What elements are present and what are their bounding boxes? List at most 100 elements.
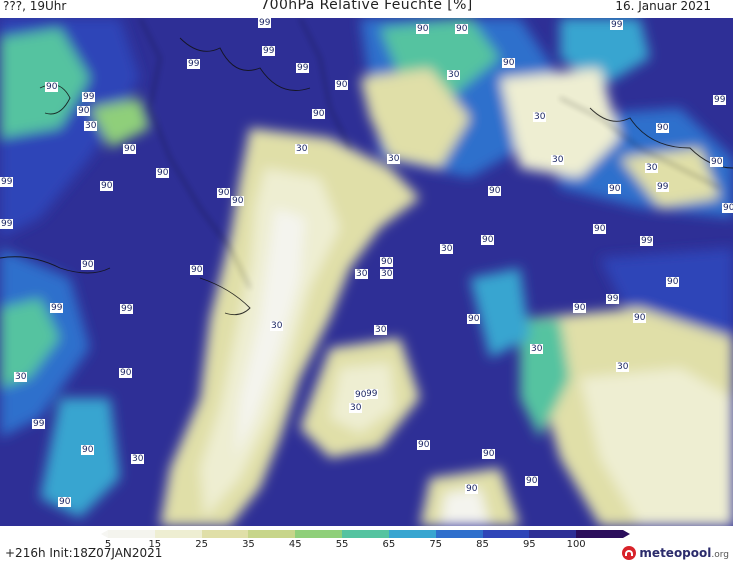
colorbar-segment [576, 530, 623, 538]
contour-label: 99 [187, 59, 201, 69]
run-info: +216h Init:18Z07JAN2021 [5, 546, 163, 560]
contour-label: 30 [551, 155, 565, 165]
contour-label: 99 [606, 294, 620, 304]
footer: 5 15 25 35 45 55 65 75 85 95 100 +216h Init:18Z07J… [0, 526, 733, 566]
contour-label: 90 [482, 449, 496, 459]
contour-label: 90 [608, 184, 622, 194]
contour-label: 90 [481, 235, 495, 245]
contour-label: 30 [530, 344, 544, 354]
colorbar-tick-label: 95 [522, 539, 536, 550]
colorbar-min-arrow [101, 530, 108, 538]
contour-label: 30 [387, 154, 401, 164]
colorbar-segment [295, 530, 343, 538]
contour-label: 90 [488, 186, 502, 196]
contour-label: 30 [533, 112, 547, 122]
valid-time-label: ???, 19Uhr [3, 0, 67, 13]
contour-label: 90 [119, 368, 133, 378]
colorbar-tick-label: 100 [566, 539, 586, 550]
contour-label: 90 [417, 440, 431, 450]
contour-label: 90 [722, 203, 733, 213]
contour-label: 90 [190, 265, 204, 275]
colorbar-ticks: 5 15 25 35 45 55 65 75 85 95 100 [104, 539, 623, 553]
contour-label: 99 [262, 46, 276, 56]
contour-label: 90 [123, 144, 137, 154]
contour-label: 30 [380, 269, 394, 279]
contour-label: 99 [656, 182, 670, 192]
contour-label: 90 [710, 157, 724, 167]
humidity-map: 99 90 90 99 99 90 99 99 90 30 90 99 99 9… [0, 18, 733, 526]
contour-label: 99 [0, 219, 14, 229]
contour-label: 90 [525, 476, 539, 486]
contour-label: 99 [365, 389, 379, 399]
contour-label: 30 [295, 144, 309, 154]
colorbar-segment [342, 530, 389, 538]
contour-label: 90 [455, 24, 469, 34]
colorbar-segment [482, 530, 530, 538]
contour-label: 90 [100, 181, 114, 191]
colorbar [108, 530, 623, 538]
contour-label: 99 [640, 236, 654, 246]
contour-label: 30 [447, 70, 461, 80]
contour-label: 90 [656, 123, 670, 133]
contour-label: 90 [312, 109, 326, 119]
contour-label: 90 [467, 314, 481, 324]
colorbar-segment [248, 530, 296, 538]
header: ???, 19Uhr 700hPa Relative Feuchte [%] 1… [0, 0, 733, 18]
contour-label: 90 [502, 58, 516, 68]
contour-label: 90 [416, 24, 430, 34]
logo-mark-icon [622, 546, 637, 560]
contour-label: 30 [84, 121, 98, 131]
contour-label: 99 [713, 95, 727, 105]
contour-label: 30 [349, 403, 363, 413]
colorbar-tick-label: 15 [148, 539, 162, 550]
contour-label: 99 [50, 303, 64, 313]
colorbar-segment [529, 530, 577, 538]
colorbar-segment [201, 530, 249, 538]
contour-label: 90 [573, 303, 587, 313]
contour-label: 99 [0, 177, 14, 187]
colorbar-tick-label: 35 [242, 539, 255, 550]
contour-label: 99 [120, 304, 134, 314]
contour-label: 30 [616, 362, 630, 372]
contour-label: 30 [131, 454, 145, 464]
contour-label: 90 [77, 106, 91, 116]
contour-label: 90 [354, 390, 368, 400]
contour-label: 99 [258, 18, 272, 28]
valid-date-label: 16. Januar 2021 [615, 0, 711, 13]
contour-label: 90 [156, 168, 170, 178]
colorbar-tick-label: 55 [335, 539, 349, 550]
contour-label: 99 [610, 20, 624, 30]
contour-label: 30 [645, 163, 659, 173]
contour-label: 30 [440, 244, 454, 254]
contour-label: 30 [14, 372, 28, 382]
contour-label: 99 [32, 419, 46, 429]
colorbar-tick-label: 65 [382, 539, 396, 550]
colorbar-segment [108, 530, 155, 538]
logo-text: meteopool [639, 546, 712, 560]
colorbar-tick-label: 25 [195, 539, 208, 550]
meteopool-logo[interactable]: meteopool.org [622, 544, 729, 562]
map-title: 700hPa Relative Feuchte [%] [260, 0, 473, 13]
colorbar-tick-label: 45 [288, 539, 302, 550]
logo-suffix: .org [711, 550, 729, 560]
contour-label: 99 [296, 63, 310, 73]
contour-label: 90 [81, 260, 95, 270]
contour-label: 90 [217, 188, 231, 198]
contour-label: 90 [231, 196, 245, 206]
contour-label: 90 [58, 497, 72, 507]
contour-label: 90 [335, 80, 349, 90]
humidity-field [0, 18, 733, 526]
contour-label: 90 [666, 277, 680, 287]
contour-label: 90 [45, 82, 59, 92]
contour-label: 99 [82, 92, 96, 102]
contour-label: 90 [380, 257, 394, 267]
contour-label: 30 [270, 321, 284, 331]
contour-label: 30 [355, 269, 369, 279]
contour-label: 90 [633, 313, 647, 323]
colorbar-segment [388, 530, 436, 538]
contour-label: 90 [465, 484, 479, 494]
colorbar-segment [435, 530, 483, 538]
colorbar-tick-label: 5 [104, 539, 112, 550]
contour-label: 30 [374, 325, 388, 335]
contour-label: 90 [593, 224, 607, 234]
